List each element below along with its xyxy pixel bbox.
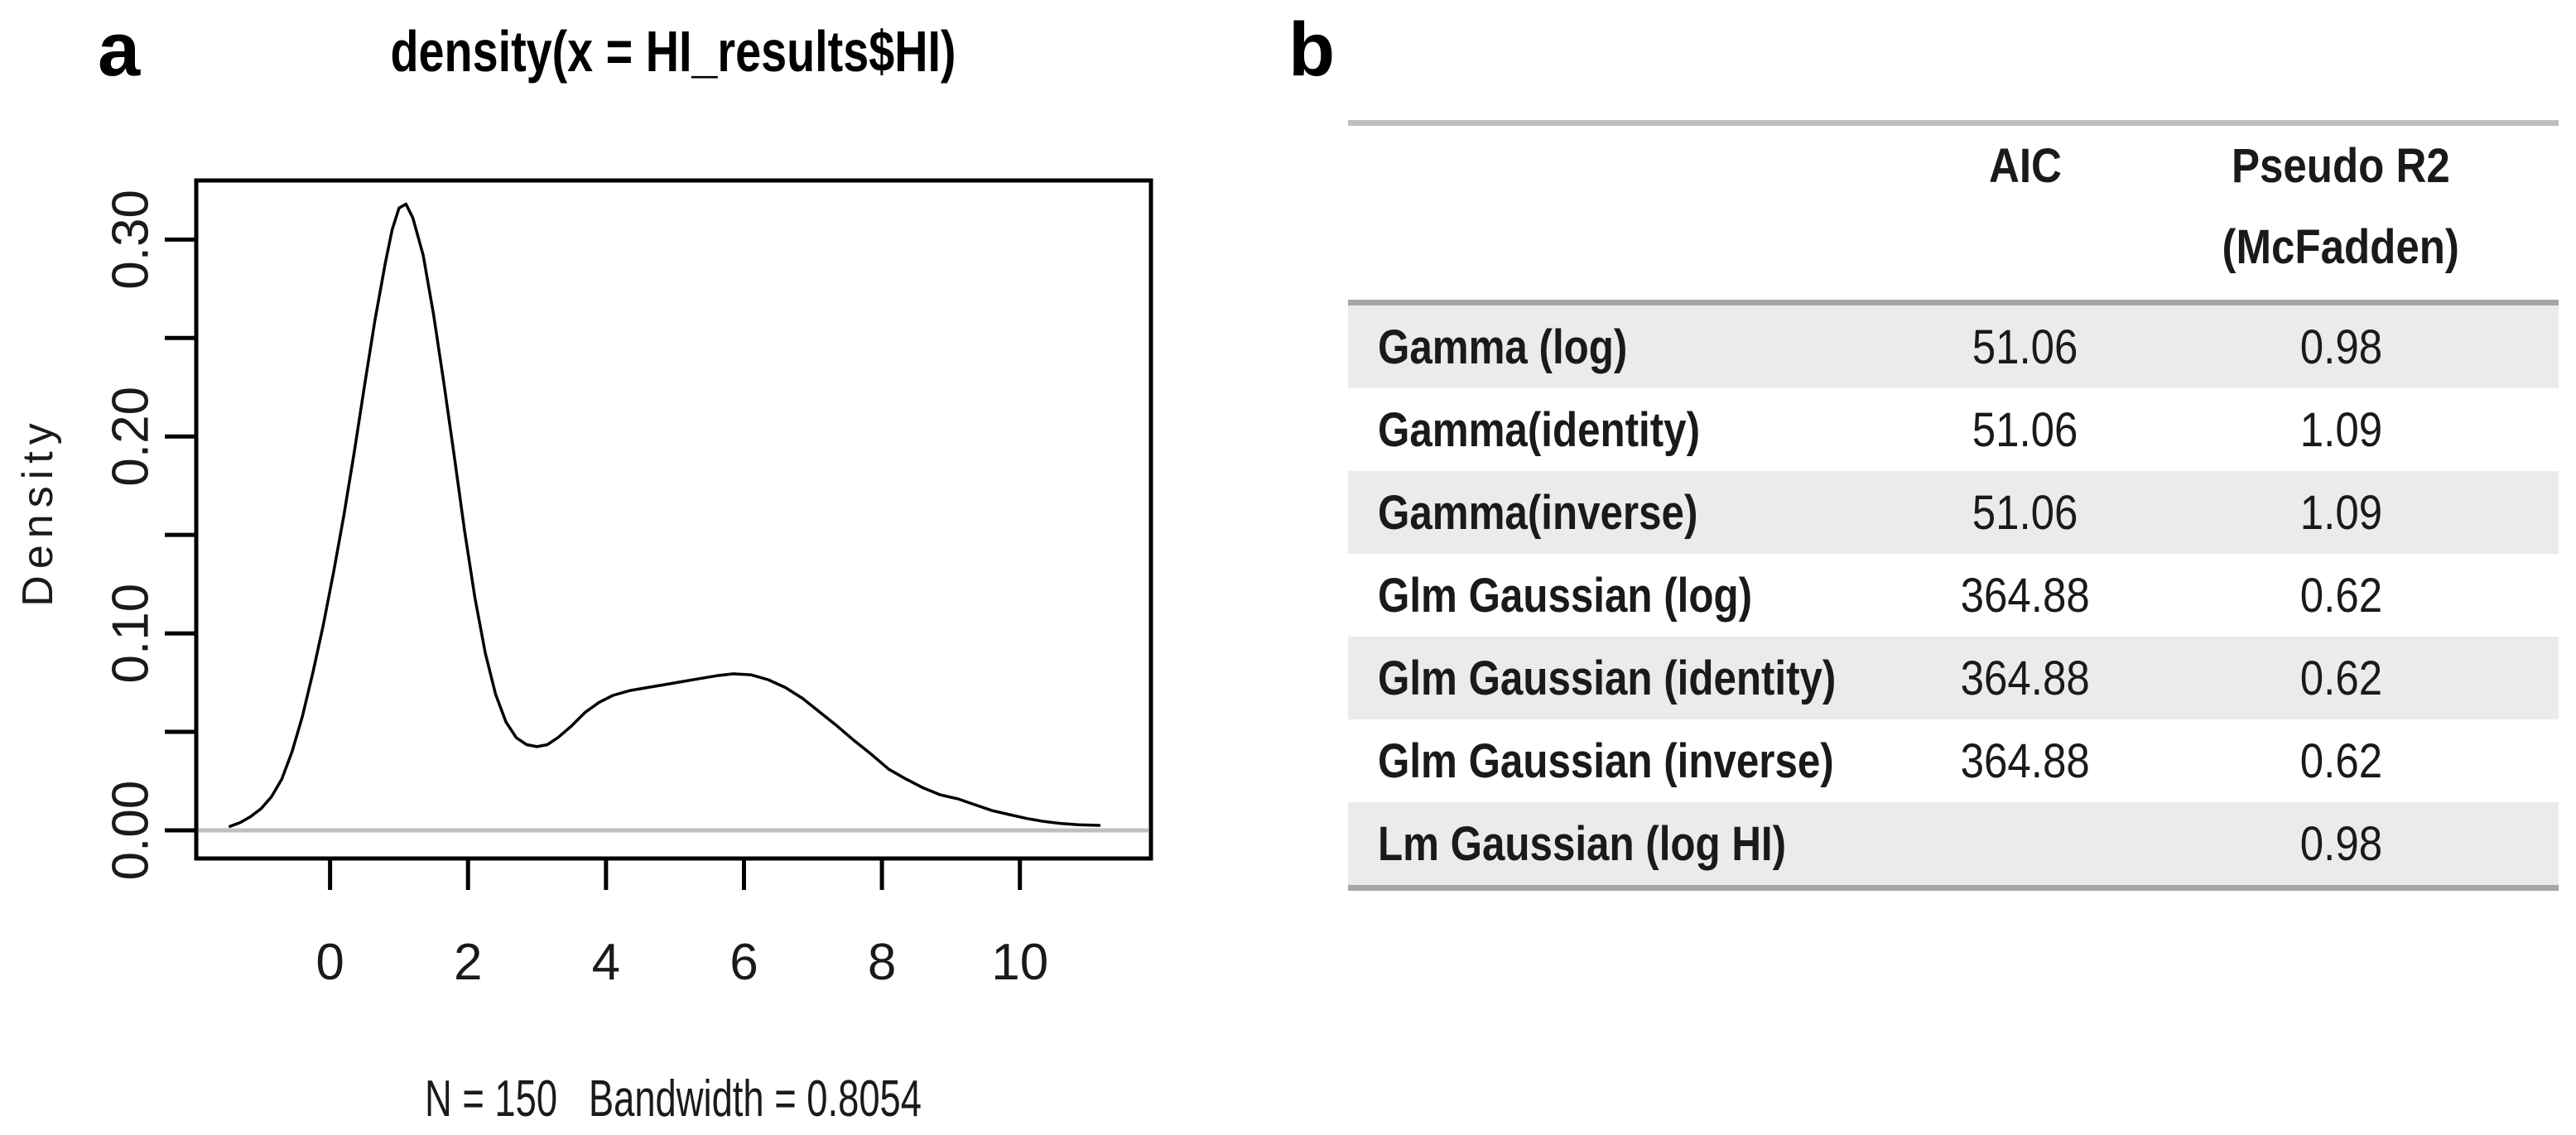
table-header-rule — [1348, 300, 2559, 305]
x-tick-label: 4 — [592, 934, 620, 991]
table-row: Gamma(identity) 51.06 1.09 — [1348, 388, 2559, 471]
header-pseudo-r2: Pseudo R2 (McFadden) — [2123, 126, 2559, 300]
model-name: Gamma (log) — [1378, 320, 1628, 374]
panel-b-label: b — [1288, 7, 1336, 92]
aic-value: 364.88 — [1960, 651, 2091, 705]
plot-box — [194, 178, 1153, 861]
header-aic-label: AIC — [1989, 139, 2062, 193]
y-tick-label: 0.10 — [103, 584, 160, 684]
r2-value: 1.09 — [2299, 402, 2382, 457]
header-r2-line2: (McFadden) — [2222, 220, 2460, 274]
header-model-column — [1348, 126, 1928, 300]
header-r2-line1: Pseudo R2 — [2232, 139, 2450, 193]
table-row: Gamma (log) 51.06 0.98 — [1348, 305, 2559, 388]
model-name: Glm Gaussian (log) — [1378, 568, 1752, 623]
r2-value: 0.98 — [2299, 320, 2382, 374]
y-axis-label: Density — [14, 416, 62, 606]
table-row: Glm Gaussian (inverse) 364.88 0.62 — [1348, 719, 2559, 802]
aic-value: 364.88 — [1960, 733, 2091, 788]
x-tick-label: 6 — [729, 934, 758, 991]
r2-value: 0.62 — [2299, 568, 2382, 623]
density-plot: 0.00 0.10 0.20 0.30 0 2 4 6 8 10 density(x = HI_re… — [14, 19, 1153, 1128]
model-name: Lm Gaussian (log HI) — [1378, 816, 1787, 871]
density-curve — [229, 202, 1101, 828]
plot-title: density(x = HI_results$HI) — [391, 19, 956, 84]
aic-value: 51.06 — [1972, 320, 2078, 374]
table-row: Glm Gaussian (log) 364.88 0.62 — [1348, 554, 2559, 637]
y-tick-label: 0.00 — [103, 781, 160, 881]
model-comparison-table: AIC Pseudo R2 (McFadden) Gamma (log) 51.… — [1348, 120, 2559, 891]
model-name: Glm Gaussian (identity) — [1378, 651, 1837, 705]
x-tick-label: 2 — [454, 934, 482, 991]
model-name: Glm Gaussian (inverse) — [1378, 733, 1834, 788]
y-tick-label: 0.30 — [103, 190, 160, 290]
plot-subtitle: N = 150 Bandwidth = 0.8054 — [425, 1070, 922, 1128]
aic-value: 51.06 — [1972, 485, 2078, 540]
table-row: Gamma(inverse) 51.06 1.09 — [1348, 471, 2559, 554]
table-header-row: AIC Pseudo R2 (McFadden) — [1348, 126, 2559, 300]
model-name: Gamma(identity) — [1378, 402, 1700, 457]
table-bottom-rule — [1348, 885, 2559, 891]
x-tick-label: 0 — [315, 934, 344, 991]
table-top-rule — [1348, 120, 2559, 126]
model-name: Gamma(inverse) — [1378, 485, 1698, 540]
header-aic: AIC — [1928, 126, 2123, 300]
x-tick-label: 10 — [991, 934, 1048, 991]
r2-value: 1.09 — [2299, 485, 2382, 540]
r2-value: 0.62 — [2299, 651, 2382, 705]
x-tick-label: 8 — [868, 934, 896, 991]
aic-value: 364.88 — [1960, 568, 2091, 623]
r2-value: 0.98 — [2299, 816, 2382, 871]
table-body: Gamma (log) 51.06 0.98 Gamma(identity) 5… — [1348, 305, 2559, 885]
y-tick-label: 0.20 — [103, 387, 160, 487]
r2-value: 0.62 — [2299, 733, 2382, 788]
aic-value: 51.06 — [1972, 402, 2078, 457]
panel-a-label: a — [98, 7, 141, 92]
table-row: Lm Gaussian (log HI) 0.98 — [1348, 802, 2559, 885]
table-row: Glm Gaussian (identity) 364.88 0.62 — [1348, 637, 2559, 719]
